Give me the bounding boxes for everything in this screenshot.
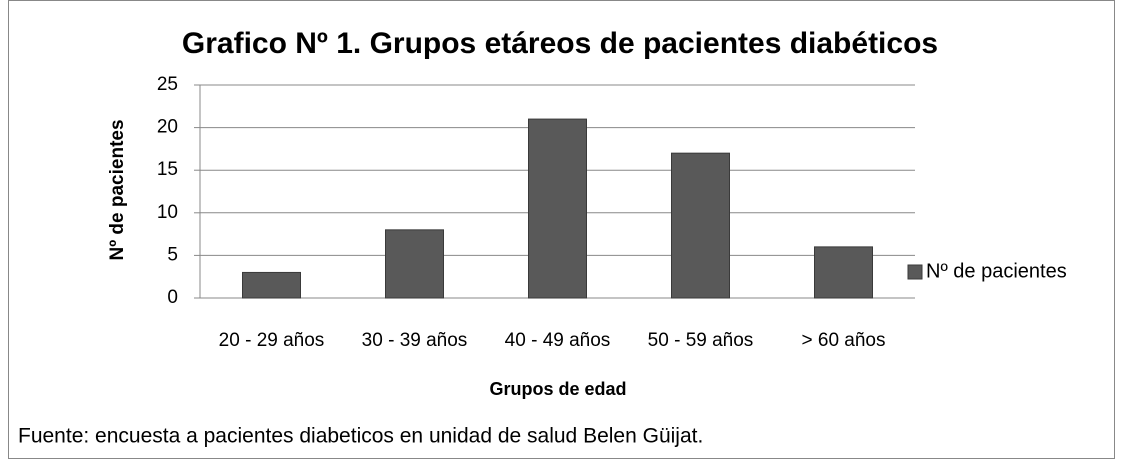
x-tick-label: 30 - 39 años [362,330,468,351]
y-tick-label: 0 [167,287,178,308]
legend-label: Nº de pacientes [926,260,1067,282]
source-note: Fuente: encuesta a pacientes diabeticos … [18,425,703,448]
y-tick-label: 15 [157,159,178,180]
bar [242,271,301,299]
chart-title: Grafico Nº 1. Grupos etáreos de paciente… [182,27,938,60]
y-tick-label: 25 [157,74,178,95]
y-tick-label: 5 [167,244,178,265]
x-tick-label: 20 - 29 años [219,330,325,351]
y-tick-label: 20 [157,117,178,138]
x-tick-label: 50 - 59 años [648,330,754,351]
bar [671,152,730,299]
bar [814,246,873,299]
bar [528,118,587,299]
y-tick-label: 10 [157,202,178,223]
x-tick-label: 40 - 49 años [505,330,611,351]
legend-swatch [907,264,923,280]
y-axis-label: Nº de pacientes [107,119,128,260]
x-tick-label: > 60 años [802,330,886,351]
x-axis-label: Grupos de edad [489,379,626,399]
bar [385,229,444,299]
